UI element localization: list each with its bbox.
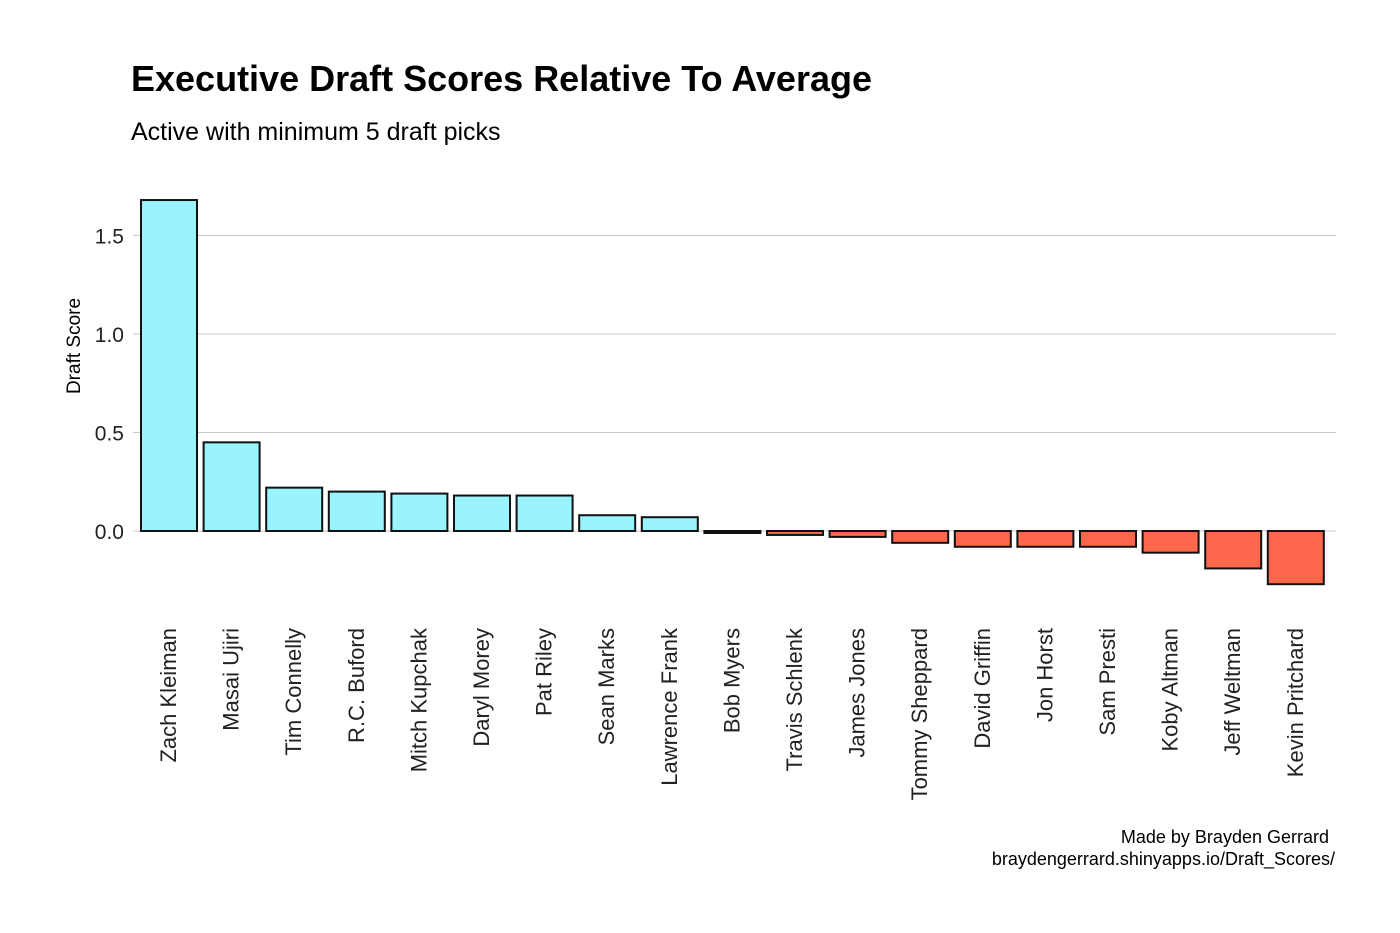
bar-jon-horst xyxy=(1016,530,1075,548)
bar-sean-marks xyxy=(578,514,637,532)
x-tick-label: Sean Marks xyxy=(594,628,619,745)
y-tick-label: 1.5 xyxy=(95,226,124,249)
x-tick-label: Pat Riley xyxy=(532,628,557,716)
bar-tommy-sheppard xyxy=(891,530,950,544)
y-tick-label: 0.5 xyxy=(95,423,124,446)
bar-james-jones xyxy=(828,530,887,538)
bar-koby-altman xyxy=(1141,530,1200,554)
bar-mitch-kupchak xyxy=(390,492,449,533)
x-tick-label: Masai Ujiri xyxy=(219,628,244,731)
y-axis-ticks: 0.0 0.5 1.0 1.5 xyxy=(95,226,124,545)
chart-title: Executive Draft Scores Relative To Avera… xyxy=(131,58,872,99)
x-tick-label: Mitch Kupchak xyxy=(406,627,431,772)
x-tick-label: Jeff Weltman xyxy=(1220,628,1245,756)
x-tick-label: Bob Myers xyxy=(719,628,744,733)
x-tick-label: Lawrence Frank xyxy=(657,627,682,786)
x-tick-label: James Jones xyxy=(845,628,870,758)
bar-pat-riley xyxy=(515,494,574,533)
bar-kevin-pritchard xyxy=(1266,530,1325,586)
x-tick-label: Zach Kleiman xyxy=(156,628,181,763)
bar-tim-connelly xyxy=(265,486,324,533)
x-tick-label: Daryl Morey xyxy=(469,628,494,747)
y-axis-label: Draft Score xyxy=(64,298,85,394)
x-tick-label: Tommy Sheppard xyxy=(907,628,932,800)
bars xyxy=(140,199,1325,586)
bar-bob-myers xyxy=(703,530,762,534)
x-tick-label: Tim Connelly xyxy=(281,628,306,756)
bar-travis-schlenk xyxy=(766,530,824,536)
x-axis-ticks: Zach Kleiman Masai Ujiri Tim Connelly R.C. … xyxy=(156,627,1308,800)
x-tick-label: David Griffin xyxy=(970,628,995,749)
x-tick-label: R.C. Buford xyxy=(344,628,369,743)
bar-r-c-buford xyxy=(327,490,386,533)
bar-zach-kleiman xyxy=(140,199,198,532)
bar-sam-presti xyxy=(1079,530,1137,548)
caption-author: Made by Brayden Gerrard xyxy=(1120,827,1329,847)
x-tick-label: Sam Presti xyxy=(1095,628,1120,736)
y-tick-label: 0.0 xyxy=(95,521,124,544)
x-tick-label: Kevin Pritchard xyxy=(1283,628,1308,777)
x-tick-label: Travis Schlenk xyxy=(782,627,807,771)
caption-url: braydengerrard.shinyapps.io/Draft_Scores… xyxy=(991,849,1335,869)
x-tick-label: Koby Altman xyxy=(1158,628,1183,752)
bar-lawrence-frank xyxy=(640,516,699,533)
bar-daryl-morey xyxy=(453,494,511,533)
bar-jeff-weltman xyxy=(1204,530,1263,570)
y-tick-label: 1.0 xyxy=(95,324,124,347)
bar-masai-ujiri xyxy=(202,441,261,533)
x-tick-label: Jon Horst xyxy=(1032,628,1057,722)
chart-subtitle: Active with minimum 5 draft picks xyxy=(131,118,501,146)
bar-david-griffin xyxy=(953,530,1012,548)
